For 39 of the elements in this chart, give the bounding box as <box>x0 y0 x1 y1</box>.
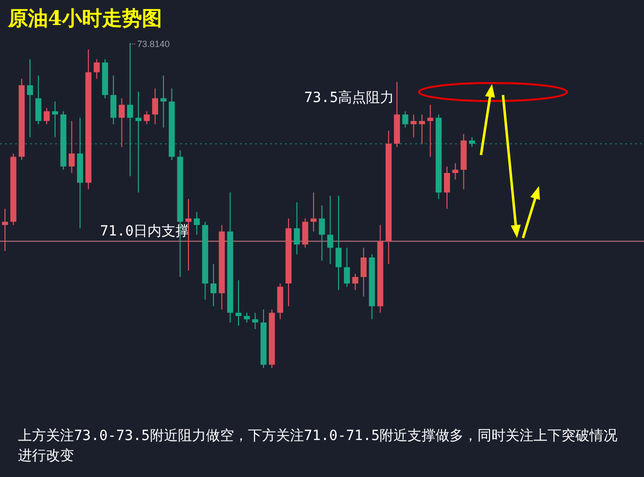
candlestick <box>444 166 450 210</box>
candlestick <box>318 205 325 262</box>
candlestick <box>135 91 142 193</box>
candlestick <box>127 42 134 177</box>
candlestick <box>336 195 342 290</box>
candlestick <box>210 264 216 307</box>
candlestick <box>110 75 116 125</box>
candlestick <box>469 136 475 148</box>
candlestick <box>27 58 34 138</box>
candlestick <box>360 247 367 297</box>
candlestick <box>236 280 242 326</box>
candlestick <box>152 88 158 125</box>
annotation: 73.5高点阻力 <box>304 90 394 106</box>
candlestick <box>160 75 166 128</box>
candlestick <box>52 101 58 138</box>
candlestick <box>68 120 75 174</box>
candlestick <box>418 114 425 144</box>
candlestick <box>294 202 300 255</box>
candlestick <box>402 110 408 128</box>
candlestick <box>252 312 258 330</box>
candlestick <box>427 104 434 158</box>
text: 上方关注73.0-73.5附近阻力做空，下方关注71.0-71.5附近支撑做多，同时关注上下突破情况进行改变 <box>18 428 618 464</box>
candlestick <box>244 312 250 323</box>
candlestick <box>410 114 417 138</box>
candlestick <box>327 195 334 264</box>
candlestick <box>452 162 458 180</box>
chart-title: 原油4小时走势图 <box>7 6 162 30</box>
candlestick <box>194 212 200 236</box>
candlestick <box>118 98 125 148</box>
candlestick <box>94 58 100 80</box>
candlestick <box>344 247 350 288</box>
candlestick <box>144 110 150 125</box>
annotation: 73.8140 <box>137 39 170 49</box>
candlestick <box>302 218 308 248</box>
candlestick <box>310 192 317 232</box>
candlestick <box>2 208 8 252</box>
candlestick <box>352 273 358 290</box>
candlestick <box>35 75 42 125</box>
candlestick <box>44 108 50 125</box>
